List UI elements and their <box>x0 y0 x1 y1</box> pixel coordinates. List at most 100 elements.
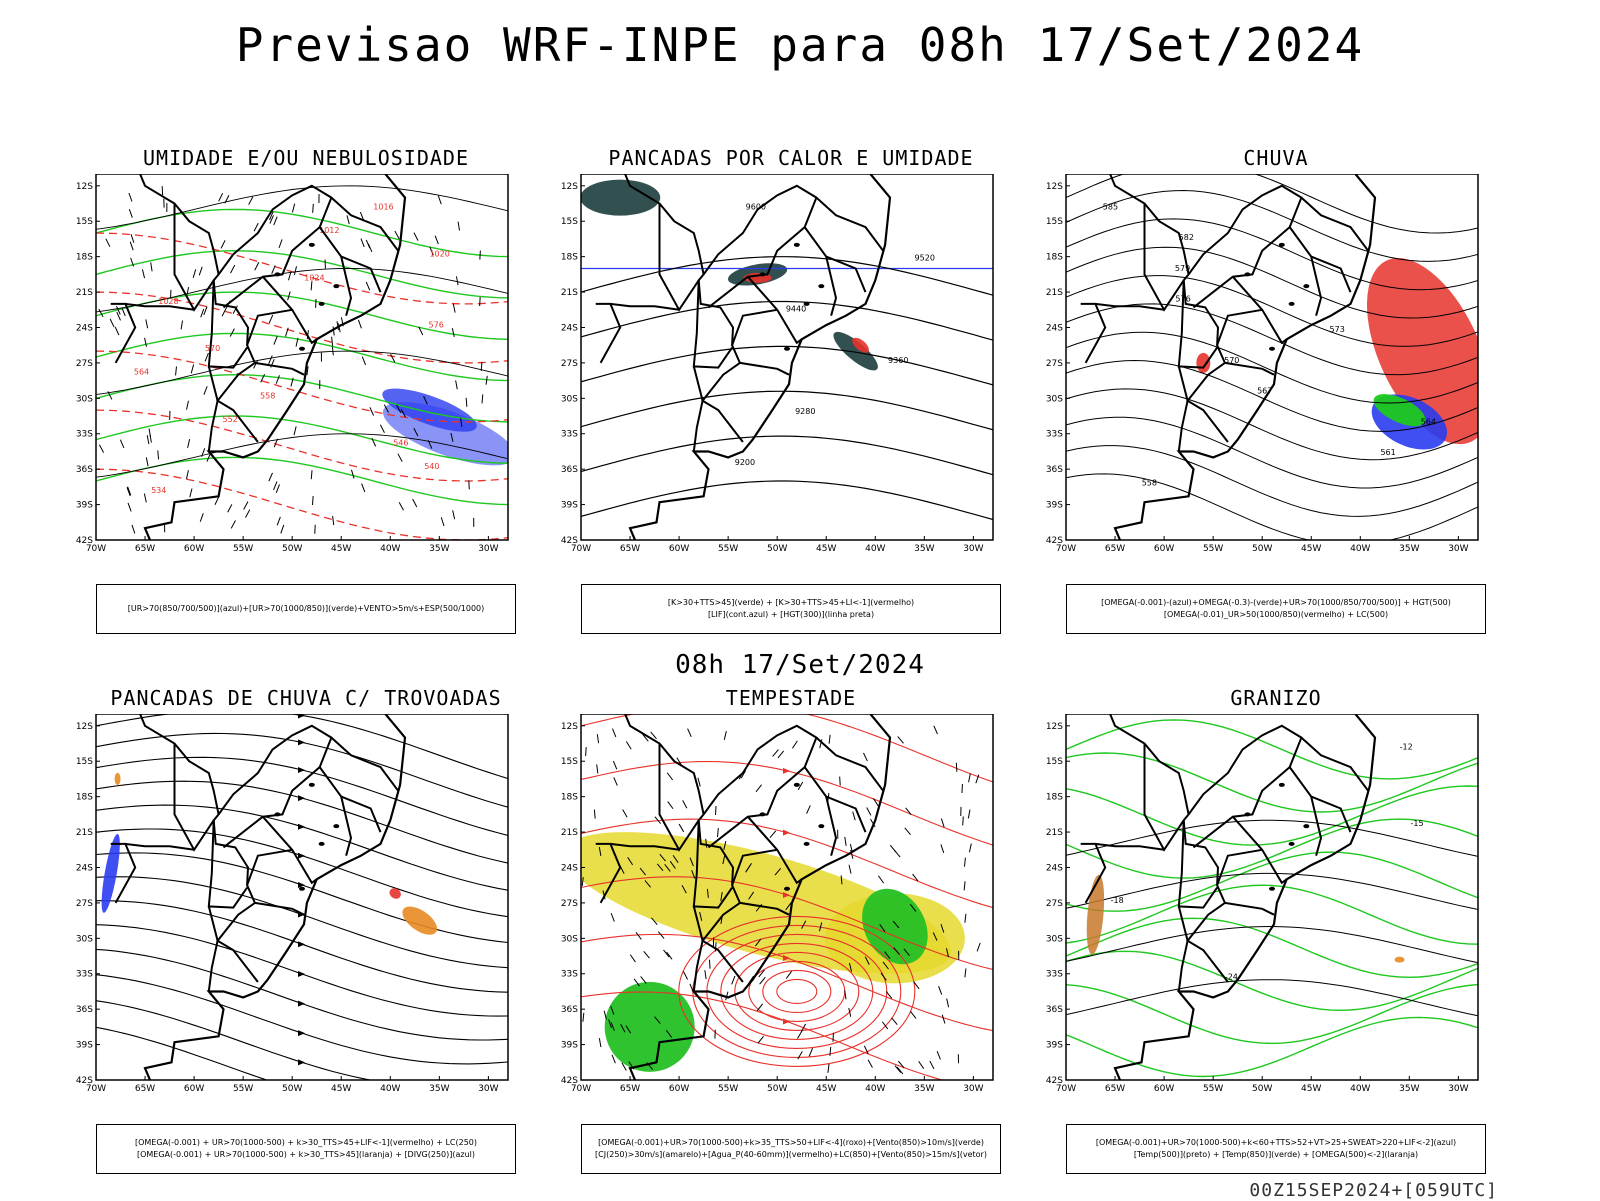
wind-vector <box>204 386 207 394</box>
wind850-vector <box>709 960 710 969</box>
map-svg: 1016101210201024102857657056455855254654… <box>76 174 516 574</box>
legend-line: [OMEGA(-0.001) + UR>70(1000-500) + k>30_… <box>137 1149 475 1161</box>
wind850-vector <box>636 932 641 939</box>
contour-label: 552 <box>223 415 238 424</box>
panel-legend: [OMEGA(-0.001) + UR>70(1000-500) + k>30_… <box>96 1124 516 1174</box>
contour-label: 1016 <box>373 202 393 211</box>
wind-vector <box>145 338 147 347</box>
wind-vector <box>456 276 458 285</box>
wind-vector <box>115 327 119 335</box>
state-border <box>341 797 351 856</box>
state-border <box>1225 363 1274 375</box>
lc850-red-contour <box>735 952 859 1030</box>
lake-mark <box>1244 272 1250 276</box>
wind850-vector <box>863 753 867 761</box>
wind-vector <box>255 262 259 270</box>
wind850-vector <box>688 729 692 737</box>
lat-tick-label: 15S <box>76 217 93 227</box>
contour-label: 534 <box>151 486 166 495</box>
lon-tick-label: 45W <box>331 1084 351 1094</box>
wind850-vector <box>658 932 664 939</box>
wind-vector <box>187 401 189 410</box>
run-stamp: 00Z15SEP2024+[059UTC] <box>1249 1180 1498 1201</box>
lon-tick-label: 65W <box>1105 1084 1125 1094</box>
panel-title: CHUVA <box>1066 146 1486 170</box>
wind-vector <box>191 365 193 374</box>
streamline-arrow <box>298 1001 305 1007</box>
wind850-vector <box>941 844 944 853</box>
lat-tick-label: 15S <box>561 757 578 767</box>
lat-tick-label: 18S <box>561 253 578 263</box>
state-border <box>1311 797 1321 856</box>
state-border <box>209 906 218 991</box>
contour-label: 540 <box>424 462 439 471</box>
lake-mark <box>794 243 800 247</box>
lc850-red-contour <box>763 970 831 1012</box>
wind-vector <box>380 425 384 433</box>
wind850-vector <box>910 1011 916 1018</box>
legend-line: [UR>70(850/700/500)](azul)+[UR>70(1000/8… <box>128 603 485 615</box>
wind850-vector <box>583 1013 584 1022</box>
wind-vector <box>129 193 132 201</box>
state-border <box>209 366 218 451</box>
wind-vector <box>144 494 146 503</box>
state-border <box>125 844 194 850</box>
wind-vector <box>351 470 354 479</box>
temp500-contour <box>1066 927 1478 963</box>
temp500-contour <box>1066 873 1478 909</box>
lake-mark <box>319 302 325 306</box>
hgt300-contour <box>581 391 993 430</box>
wind-vector <box>106 239 110 247</box>
wind-vector <box>176 366 177 375</box>
wind850-vector <box>828 1064 829 1073</box>
wind-vector <box>146 319 148 328</box>
wind850-vector <box>930 1061 934 1069</box>
lat-tick-label: 33S <box>76 970 93 980</box>
wind-vector <box>274 217 277 225</box>
map-svg: 58558257957657357056756456155812S15S18S2… <box>1046 174 1486 574</box>
wind-vector <box>245 510 249 518</box>
lat-tick-label: 33S <box>1046 430 1063 440</box>
lat-tick-label: 36S <box>1046 1005 1063 1015</box>
wind-vector <box>276 484 279 492</box>
lon-tick-label: 30W <box>478 544 498 554</box>
wind-vector <box>480 251 481 260</box>
wind850-vector <box>705 970 706 979</box>
wind-vector <box>361 239 364 247</box>
lat-tick-label: 33S <box>1046 970 1063 980</box>
wind850-vector <box>683 800 687 808</box>
lon-tick-label: 40W <box>380 1084 400 1094</box>
wind-vector <box>453 510 455 519</box>
state-border <box>816 738 883 791</box>
wind-vector <box>281 525 284 533</box>
lat-tick-label: 30S <box>76 934 93 944</box>
wind-vector <box>481 362 482 371</box>
contour-label: 9280 <box>795 407 815 416</box>
wind-vector <box>395 231 399 239</box>
map-content <box>561 714 993 1091</box>
legend-line: [OMEGA(-0.01)_UR>50(1000/850)(vermelho) … <box>1164 609 1388 621</box>
lat-tick-label: 39S <box>561 1041 578 1051</box>
wind850-vector <box>724 731 726 740</box>
wind-vector <box>311 470 312 479</box>
lat-tick-label: 15S <box>1046 757 1063 767</box>
wind-vector <box>221 240 225 248</box>
map-frame <box>581 174 993 540</box>
panel-legend: [K>30+TTS>45](verde) + [K>30+TTS>45+LI<-… <box>581 584 1001 634</box>
contour-label: 570 <box>205 344 220 353</box>
hgt300-contour <box>581 481 993 520</box>
wind850-vector <box>919 1061 924 1068</box>
state-border <box>1301 198 1368 251</box>
wind850-vector <box>905 828 911 835</box>
lon-tick-label: 35W <box>914 544 934 554</box>
wind850-vector <box>807 805 811 813</box>
state-border <box>826 257 836 316</box>
lon-tick-label: 35W <box>1399 1084 1419 1094</box>
wind-vector <box>413 499 417 507</box>
streamline-arrow <box>298 767 305 773</box>
wind850-vector <box>599 1038 601 1047</box>
